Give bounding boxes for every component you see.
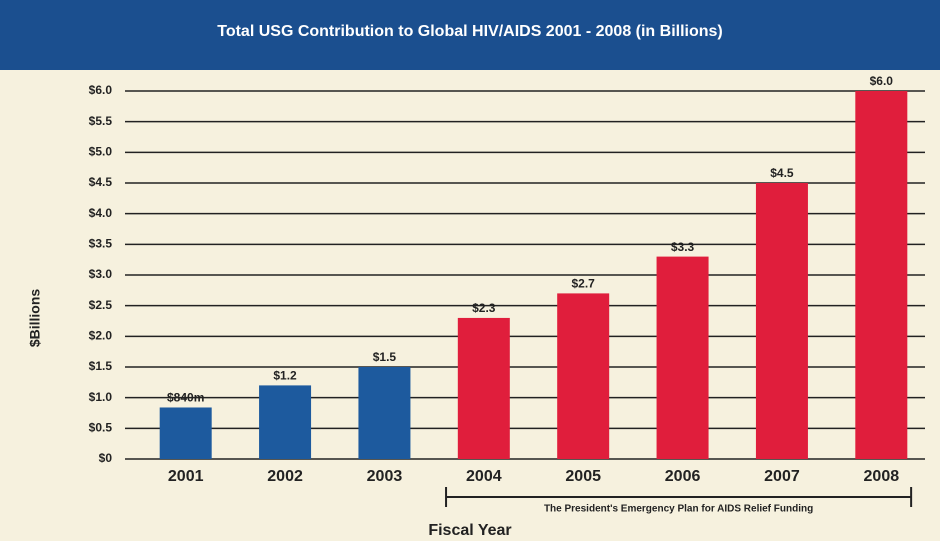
x-tick-label: 2007 <box>764 468 800 485</box>
bar <box>855 91 908 459</box>
data-label: $1.5 <box>373 350 397 364</box>
x-tick-label: 2003 <box>367 468 403 485</box>
x-tick-label: 2005 <box>565 468 601 485</box>
y-tick-label: $3.0 <box>89 267 113 281</box>
y-tick-label: $5.5 <box>89 114 113 128</box>
annotation: The President's Emergency Plan for AIDS … <box>544 504 813 515</box>
x-axis-label: Fiscal Year <box>428 522 511 539</box>
y-tick-label: $4.0 <box>89 206 113 220</box>
data-label: $840m <box>167 391 204 405</box>
y-tick-label: $6.0 <box>89 83 113 97</box>
data-label: $3.3 <box>671 240 695 254</box>
bar <box>358 367 411 459</box>
data-label: $4.5 <box>770 166 794 180</box>
x-tick-label: 2001 <box>168 468 204 485</box>
x-tick-label: 2004 <box>466 468 502 485</box>
chart-title: Total USG Contribution to Global HIV/AID… <box>217 23 723 40</box>
bar <box>457 317 510 459</box>
data-label: $1.2 <box>273 369 297 383</box>
y-tick-label: $3.5 <box>89 237 113 251</box>
bar <box>159 407 212 459</box>
y-tick-label: $2.0 <box>89 329 113 343</box>
bar <box>557 293 610 459</box>
header-band <box>0 0 940 70</box>
y-tick-label: $1.0 <box>89 390 113 404</box>
bar <box>259 385 312 459</box>
bracket <box>445 487 913 507</box>
y-tick-label: $0 <box>99 451 113 465</box>
y-tick-label: $1.5 <box>89 359 113 373</box>
y-tick-label: $0.5 <box>89 421 113 435</box>
y-axis-label: $Billions <box>27 289 43 348</box>
data-label: $2.3 <box>472 301 496 315</box>
data-label: $6.0 <box>870 74 894 88</box>
y-tick-label: $2.5 <box>89 298 113 312</box>
y-tick-label: $5.0 <box>89 145 113 159</box>
bar <box>755 183 808 459</box>
x-tick-label: 2008 <box>864 468 900 485</box>
x-tick-label: 2002 <box>267 468 303 485</box>
x-tick-label: 2006 <box>665 468 701 485</box>
y-tick-label: $4.5 <box>89 175 113 189</box>
bar <box>656 256 709 459</box>
data-label: $2.7 <box>572 277 596 291</box>
